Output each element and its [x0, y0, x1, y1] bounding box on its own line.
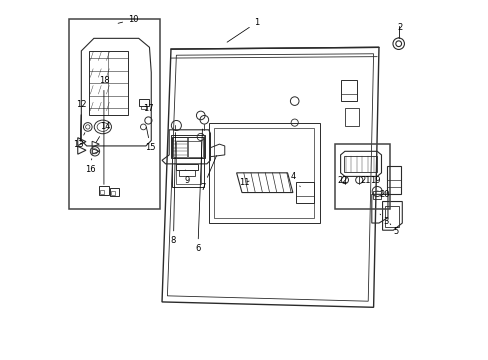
Bar: [100, 190, 104, 194]
Text: 4: 4: [290, 172, 300, 187]
Bar: [69, 19, 160, 209]
Text: 20: 20: [378, 190, 389, 199]
Text: 3: 3: [379, 214, 388, 226]
Text: 15: 15: [145, 127, 156, 152]
Bar: [110, 188, 119, 196]
Bar: [99, 186, 109, 195]
Bar: [344, 108, 359, 126]
Text: 18: 18: [99, 76, 109, 184]
Text: 13: 13: [73, 133, 85, 149]
Text: 8: 8: [170, 132, 176, 246]
Bar: [296, 182, 314, 203]
Text: 2: 2: [397, 23, 402, 38]
Text: 5: 5: [389, 224, 398, 237]
Bar: [176, 164, 198, 170]
Bar: [344, 156, 376, 172]
Bar: [179, 170, 195, 176]
Bar: [188, 137, 202, 157]
Bar: [384, 206, 398, 227]
Text: 7: 7: [200, 156, 216, 192]
Text: 17: 17: [143, 104, 153, 113]
Bar: [334, 144, 389, 209]
Text: 11: 11: [239, 178, 249, 187]
Bar: [140, 106, 147, 109]
Bar: [88, 51, 128, 116]
Text: 12: 12: [76, 100, 86, 141]
Bar: [175, 140, 201, 184]
Text: 14: 14: [96, 122, 110, 143]
Bar: [208, 123, 319, 223]
Text: 6: 6: [195, 129, 202, 253]
Bar: [386, 166, 400, 194]
Text: 21: 21: [360, 176, 370, 185]
Bar: [372, 192, 381, 199]
Text: 16: 16: [85, 159, 96, 175]
Text: 9: 9: [184, 170, 189, 185]
Bar: [139, 99, 148, 107]
Text: 1: 1: [226, 18, 259, 42]
Text: 10: 10: [118, 15, 138, 24]
Bar: [172, 137, 204, 187]
Bar: [171, 135, 204, 158]
Text: 22: 22: [337, 176, 347, 185]
Bar: [214, 128, 314, 218]
Bar: [111, 192, 115, 195]
Bar: [341, 80, 357, 101]
Text: 19: 19: [369, 176, 380, 191]
Bar: [172, 137, 187, 157]
